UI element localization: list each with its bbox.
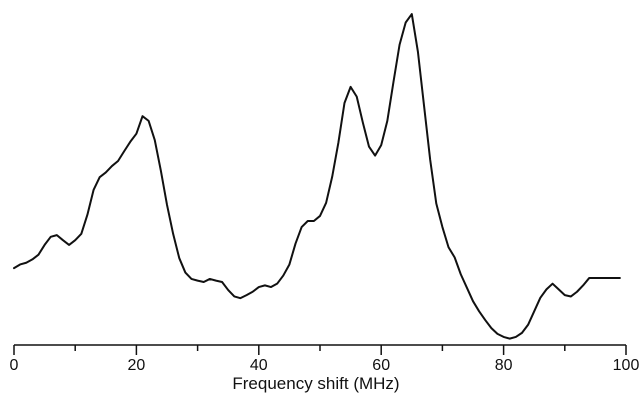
series-line [13,13,621,340]
x-tick-label: 20 [128,357,146,374]
x-tick-label: 60 [372,357,390,374]
x-tick-label: 0 [10,357,19,374]
x-axis-tick-labels: 0 20 40 60 80 100 [10,357,640,374]
plot-area [13,13,621,340]
x-tick-label: 100 [613,357,640,374]
x-axis-ticks [13,345,627,355]
x-axis-title: Frequency shift (MHz) [232,374,399,393]
x-tick-label: 40 [250,357,268,374]
x-tick-label: 80 [495,357,513,374]
